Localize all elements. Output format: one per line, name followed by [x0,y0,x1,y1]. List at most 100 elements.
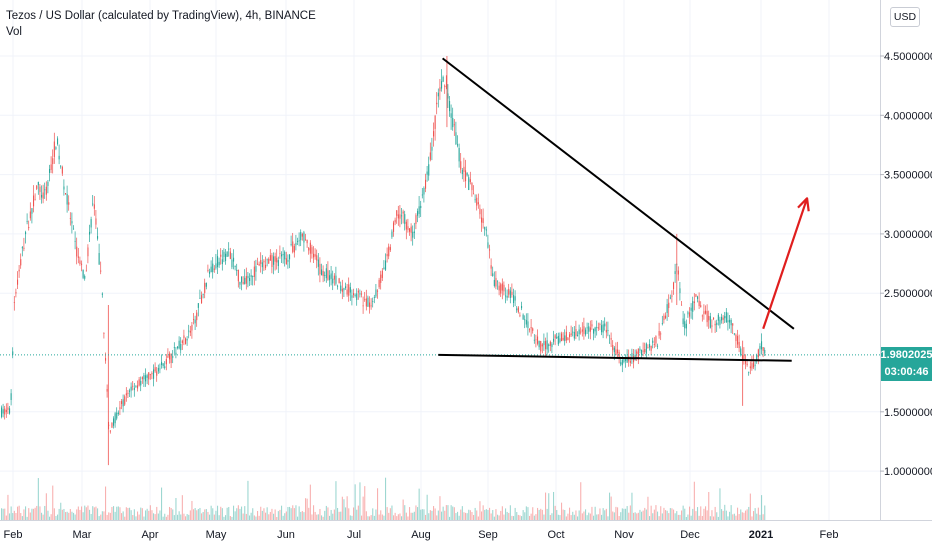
volume-bar [333,509,335,520]
candle-body [207,269,209,272]
volume-bar [557,514,559,520]
candle-body [359,293,361,295]
candle-body [220,254,222,257]
volume-bar [487,509,489,520]
candle-body [757,349,759,358]
candle-body [61,166,63,174]
chart-legend: Tezos / US Dollar (calculated by Trading… [6,8,316,40]
volume-bar [138,514,140,520]
candle-body [609,342,611,344]
volume-bar [241,506,243,520]
candle-body [509,290,511,298]
candle-body [132,385,134,387]
candle-body [140,380,142,386]
candle-body [639,348,641,351]
volume-bar [495,509,497,520]
candle-body [71,221,73,224]
volume-bar [553,491,555,520]
volume-bar [221,508,223,520]
volume-bar [383,515,385,520]
candle-body [298,240,300,242]
candle-body [631,353,633,358]
volume-bar [245,513,247,520]
volume-bar [756,513,758,520]
candle-body [194,319,196,324]
volume-bar [15,513,17,520]
volume-bar [535,514,537,520]
volume-bar [121,513,123,520]
candle-body [237,269,239,282]
volume-bar [41,512,43,520]
volume-bar [431,510,433,520]
candle-body [12,351,14,355]
volume-bar [631,492,633,520]
volume-bar [543,514,545,520]
candle-body [343,288,345,291]
volume-indicator-label[interactable]: Vol [6,26,22,38]
volume-bar [463,512,465,520]
last-price-label: 1.9802025 [881,346,932,364]
candle-body [285,258,287,265]
volume-bar [477,516,479,520]
volume-bar [314,511,316,520]
candle-body [532,328,534,331]
candle-body [36,185,38,189]
volume-bar [733,513,735,520]
candle-body [586,327,588,329]
candle-body [284,251,286,260]
candle-body [322,271,324,277]
volume-bar [692,508,694,520]
volume-bar [343,499,345,520]
volume-bar [145,510,147,520]
volume-bar [743,512,745,520]
volume-bar [465,512,467,520]
candle-body [138,379,140,386]
volume-bar [719,488,721,520]
candle-body [370,305,372,307]
volume-bar [479,501,481,520]
candle-body [525,320,527,325]
volume-bar [263,508,265,520]
volume-bar [439,496,441,520]
candle-body [135,386,137,387]
price-tick-label: 4.0000000 [884,110,932,122]
volume-bar [45,493,47,520]
volume-bar [681,510,683,520]
candle-body [580,331,582,333]
volume-bar [418,488,420,520]
candle-body [93,204,95,209]
volume-bar [207,511,209,520]
candle-body [212,263,214,273]
volume-bar [117,506,119,520]
volume-bar [252,508,254,520]
volume-bar [441,511,443,520]
volume-bar [300,511,302,520]
volume-bar [639,509,641,520]
volume-bar [317,514,319,520]
candle-body [127,392,129,395]
volume-bar [1,508,3,520]
candle-body [157,367,159,372]
volume-bar [730,505,732,520]
candle-body [85,270,87,272]
candle-body [122,399,124,407]
volume-bar [556,510,558,520]
candle-body [153,369,155,379]
volume-bar [525,506,527,520]
currency-button[interactable]: USD [890,7,920,27]
candle-body [63,186,65,190]
candle-body [485,229,487,231]
volume-bar [205,509,207,520]
candle-body [690,307,692,311]
candle-body [713,317,715,320]
candle-body [26,221,28,222]
candle-body [533,339,535,341]
candle-body [269,255,271,261]
volume-bar [708,492,710,520]
volume-bar [716,512,718,520]
candle-body [505,295,507,297]
volume-bar [143,516,145,520]
candle-body [527,321,529,328]
